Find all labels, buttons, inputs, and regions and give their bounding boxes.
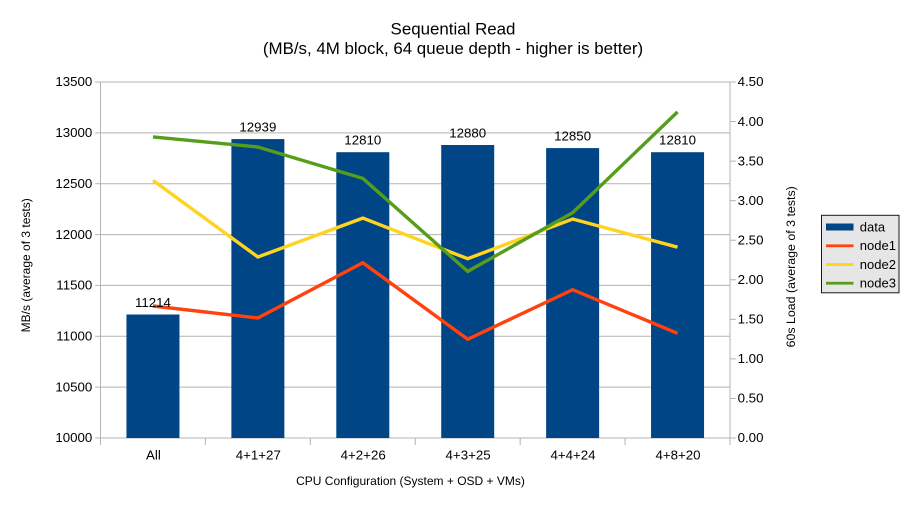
svg-text:1.50: 1.50 xyxy=(738,312,764,327)
svg-text:12000: 12000 xyxy=(55,227,92,242)
svg-text:CPU Configuration (System + OS: CPU Configuration (System + OSD + VMs) xyxy=(296,474,525,488)
svg-text:11000: 11000 xyxy=(56,329,92,344)
svg-text:MB/s (average of 3 tests): MB/s (average of 3 tests) xyxy=(19,198,33,332)
svg-text:data: data xyxy=(860,220,886,235)
svg-text:11214: 11214 xyxy=(135,295,171,310)
svg-text:13000: 13000 xyxy=(55,125,92,140)
svg-text:2.50: 2.50 xyxy=(738,232,764,247)
svg-text:4+2+26: 4+2+26 xyxy=(341,448,386,463)
svg-text:0.50: 0.50 xyxy=(738,391,764,406)
svg-text:11500: 11500 xyxy=(56,278,92,293)
svg-text:node2: node2 xyxy=(860,257,896,272)
svg-text:12880: 12880 xyxy=(449,126,486,141)
svg-text:0.00: 0.00 xyxy=(738,430,764,445)
svg-text:4+3+25: 4+3+25 xyxy=(446,448,491,463)
svg-text:4+8+20: 4+8+20 xyxy=(655,448,700,463)
svg-text:All: All xyxy=(146,448,161,463)
svg-text:node3: node3 xyxy=(860,276,896,291)
svg-text:12500: 12500 xyxy=(55,176,92,191)
svg-text:12810: 12810 xyxy=(344,133,381,148)
svg-text:10000: 10000 xyxy=(55,430,92,445)
svg-text:2.00: 2.00 xyxy=(738,272,764,287)
svg-text:13500: 13500 xyxy=(55,74,92,89)
svg-text:4+4+24: 4+4+24 xyxy=(550,448,595,463)
svg-text:1.00: 1.00 xyxy=(738,351,764,366)
svg-text:12810: 12810 xyxy=(659,133,696,148)
svg-text:4.50: 4.50 xyxy=(738,74,764,89)
svg-text:4+1+27: 4+1+27 xyxy=(236,448,281,463)
svg-text:(MB/s, 4M block, 64 queue dept: (MB/s, 4M block, 64 queue depth - higher… xyxy=(263,39,643,58)
svg-text:12850: 12850 xyxy=(554,129,591,144)
svg-text:10500: 10500 xyxy=(55,379,92,394)
svg-text:60s Load (average of 3 tests): 60s Load (average of 3 tests) xyxy=(784,186,798,347)
svg-text:Sequential Read: Sequential Read xyxy=(391,20,516,39)
svg-text:12939: 12939 xyxy=(239,120,276,135)
svg-text:3.50: 3.50 xyxy=(738,153,764,168)
svg-text:node1: node1 xyxy=(860,238,896,253)
svg-text:3.00: 3.00 xyxy=(738,193,764,208)
svg-text:4.00: 4.00 xyxy=(738,114,764,129)
